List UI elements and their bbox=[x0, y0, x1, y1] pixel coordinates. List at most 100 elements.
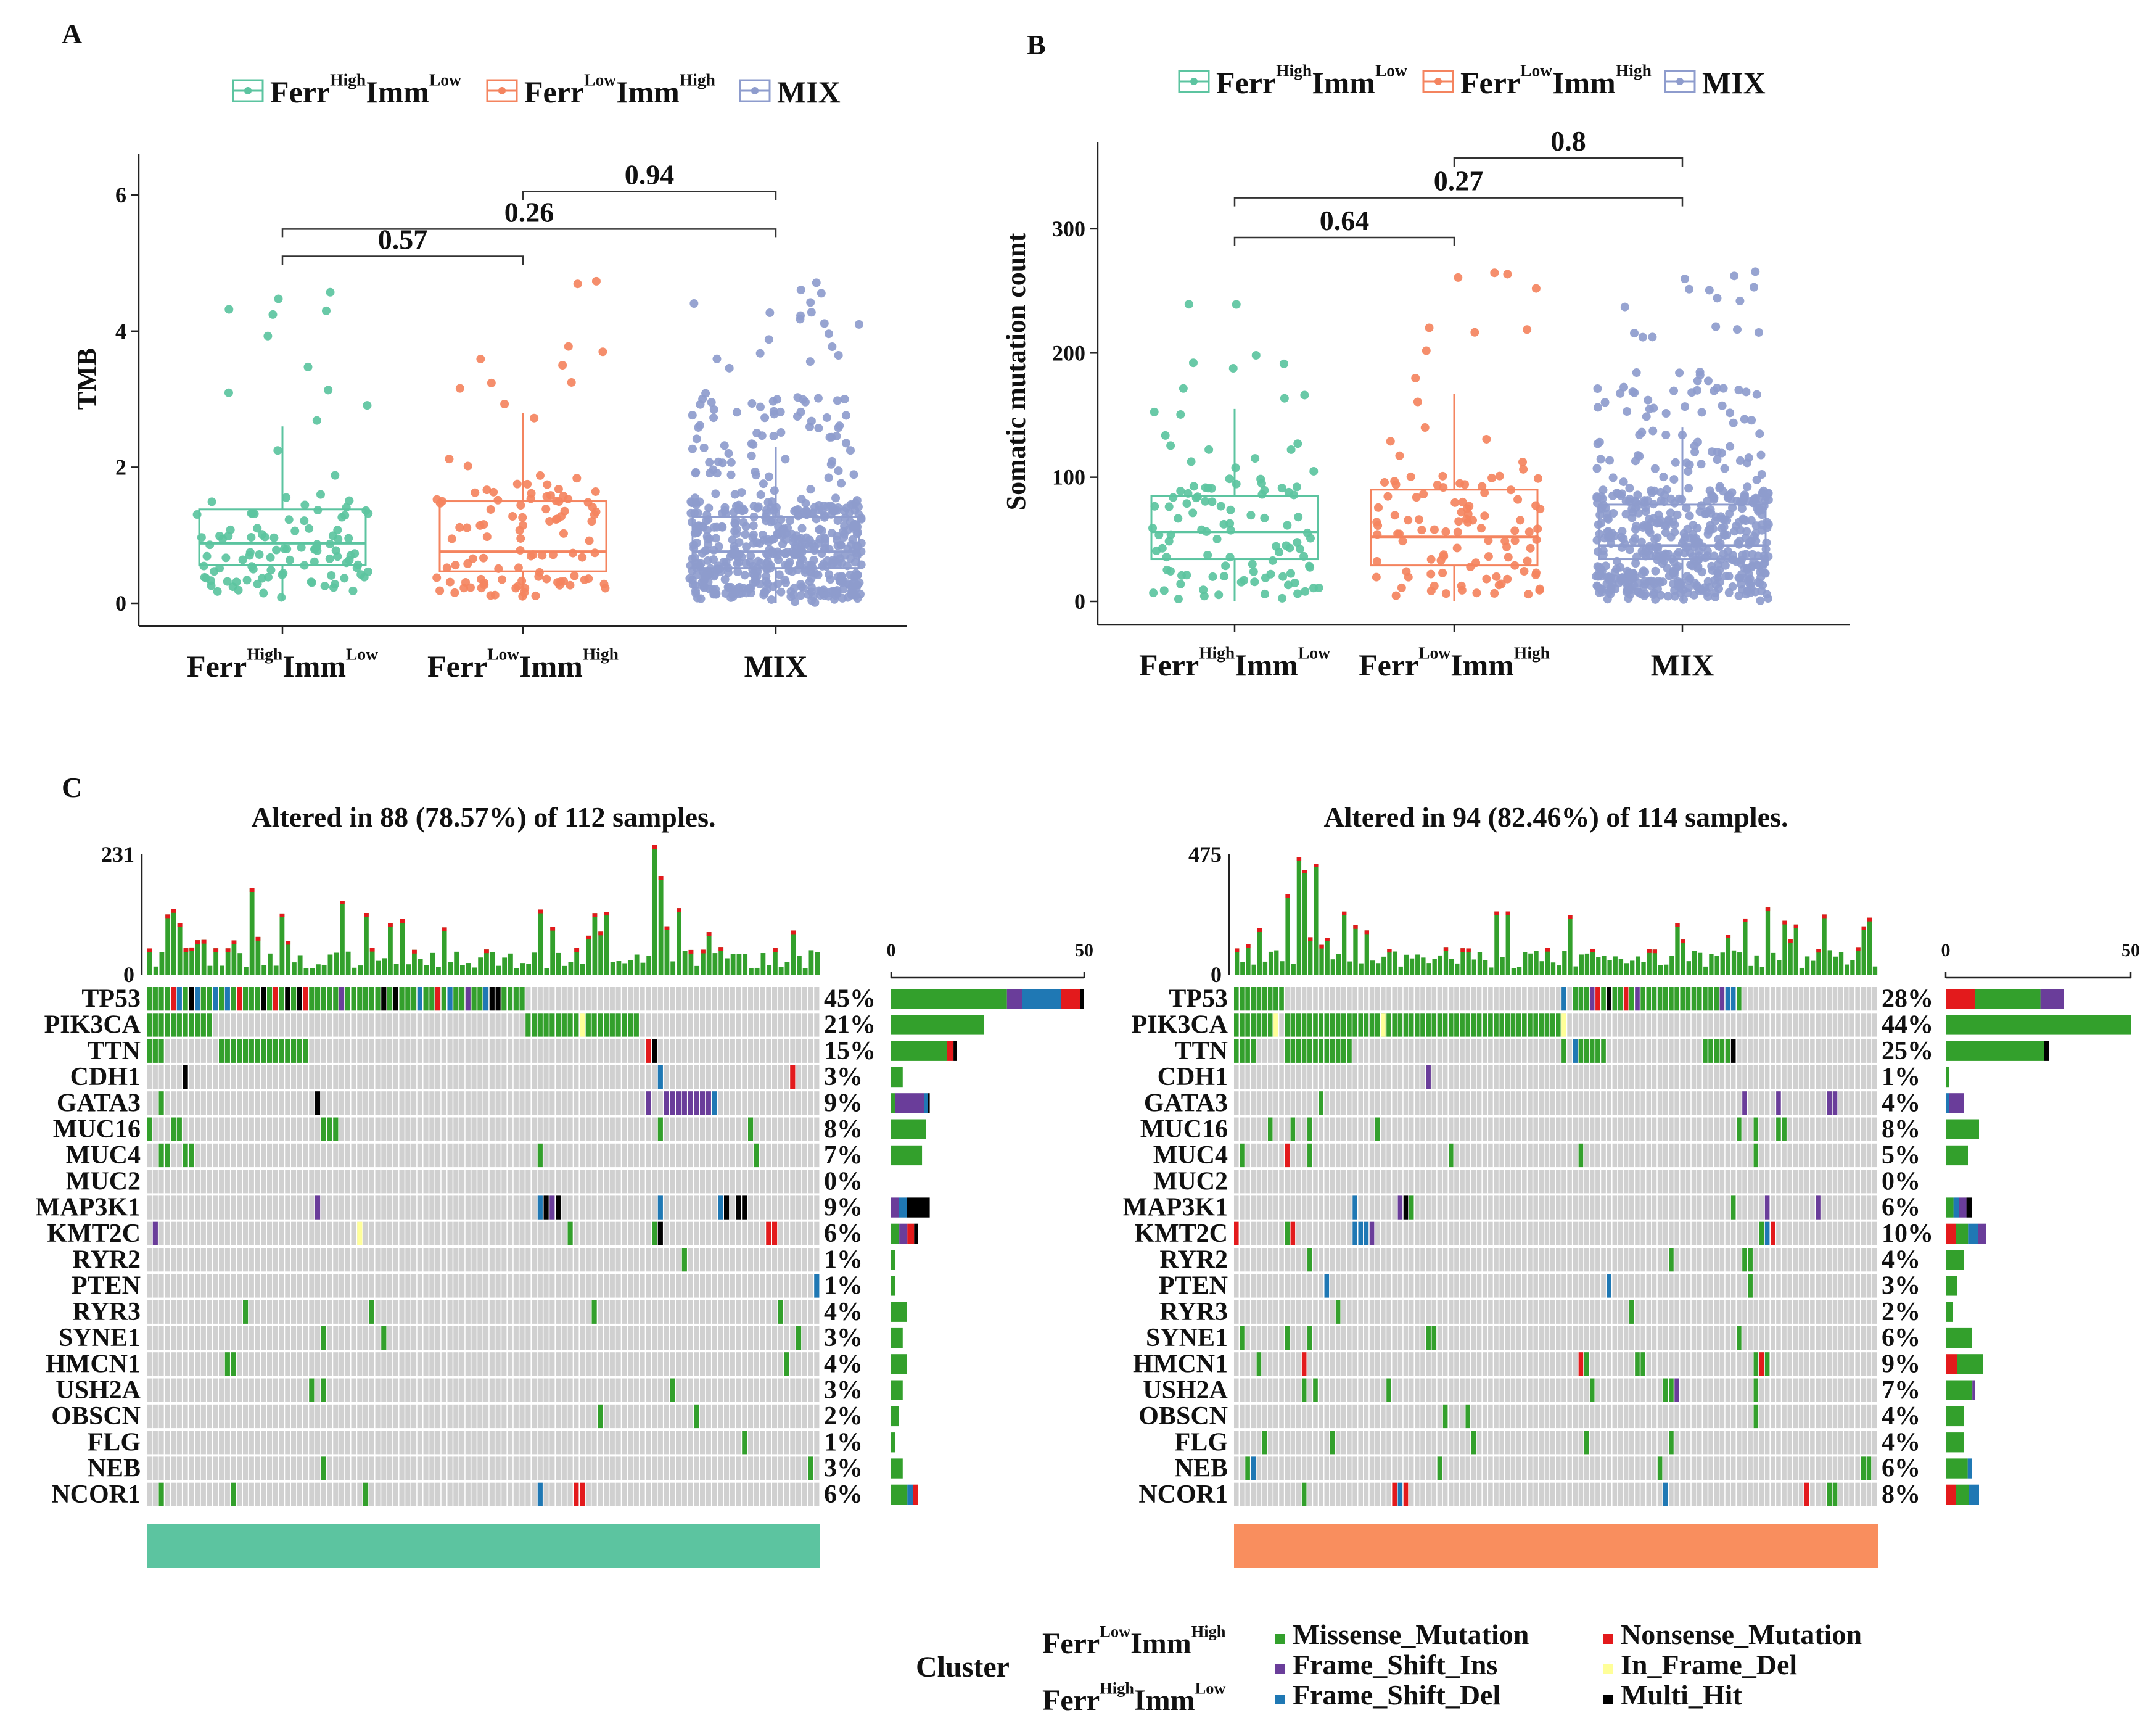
cell bbox=[585, 1378, 591, 1402]
cell bbox=[285, 1431, 290, 1455]
cell bbox=[574, 1170, 579, 1194]
tmb-bar-cap bbox=[177, 923, 183, 927]
data-point bbox=[1722, 531, 1732, 540]
cell bbox=[171, 1221, 176, 1245]
cell bbox=[363, 1117, 369, 1141]
cell bbox=[357, 1117, 363, 1141]
data-point bbox=[1762, 538, 1771, 547]
data-point bbox=[316, 490, 325, 499]
tmb-bar bbox=[490, 952, 495, 975]
cell bbox=[303, 1013, 308, 1037]
cell bbox=[736, 987, 741, 1011]
cell bbox=[171, 1248, 176, 1272]
tmb-bar bbox=[334, 952, 339, 975]
cell bbox=[628, 1065, 633, 1089]
cell bbox=[423, 1431, 429, 1455]
cell bbox=[1471, 987, 1476, 1011]
cell bbox=[694, 1221, 699, 1245]
cell bbox=[537, 1117, 543, 1141]
data-point bbox=[511, 584, 520, 593]
y-axis-label: Somatic mutation count bbox=[1001, 233, 1031, 510]
label-sup: High bbox=[680, 70, 715, 89]
data-point bbox=[708, 585, 717, 594]
mutation-cell bbox=[543, 1013, 549, 1037]
data-point bbox=[573, 279, 582, 289]
data-point bbox=[831, 493, 841, 503]
cell bbox=[1352, 987, 1357, 1011]
cell bbox=[399, 1091, 405, 1115]
data-point bbox=[1598, 485, 1608, 495]
cell bbox=[351, 1195, 356, 1220]
cell bbox=[640, 1170, 645, 1194]
cell bbox=[165, 1039, 170, 1063]
cell bbox=[267, 1326, 273, 1350]
tmb-bar bbox=[165, 914, 171, 975]
mutation-cell bbox=[1499, 1013, 1504, 1037]
cell bbox=[339, 1431, 345, 1455]
y-tick-label: 300 bbox=[1052, 217, 1085, 241]
data-point bbox=[1250, 577, 1259, 587]
cell bbox=[393, 1482, 398, 1506]
cell bbox=[411, 1431, 417, 1455]
data-point bbox=[1720, 464, 1729, 473]
cell bbox=[339, 1091, 345, 1115]
cell bbox=[525, 1221, 531, 1245]
cell bbox=[561, 1170, 567, 1194]
cell bbox=[405, 1195, 411, 1220]
data-point bbox=[749, 513, 759, 522]
cell bbox=[604, 1404, 609, 1429]
data-point bbox=[1603, 595, 1612, 604]
data-point bbox=[1309, 466, 1319, 476]
gene-percent: 7% bbox=[824, 1141, 863, 1170]
cell bbox=[471, 1300, 477, 1324]
cell bbox=[640, 1456, 645, 1480]
data-point bbox=[1176, 410, 1185, 419]
cell bbox=[604, 1221, 609, 1245]
cell bbox=[556, 1456, 561, 1480]
tmb-bar-cap bbox=[1765, 907, 1771, 912]
data-point bbox=[805, 357, 815, 366]
tmb-bar bbox=[1590, 948, 1595, 975]
gene-freq-bar bbox=[899, 1197, 907, 1218]
cell bbox=[1674, 1039, 1679, 1063]
cell bbox=[417, 1039, 422, 1063]
cell bbox=[1437, 987, 1442, 1011]
cell bbox=[556, 1431, 561, 1455]
cell bbox=[1539, 1039, 1544, 1063]
cell bbox=[556, 1170, 561, 1194]
cell bbox=[814, 1300, 820, 1324]
cell bbox=[423, 1091, 429, 1115]
data-point bbox=[515, 526, 524, 535]
data-point bbox=[1225, 474, 1234, 484]
tmb-bar bbox=[1432, 959, 1437, 975]
cell bbox=[622, 1326, 627, 1350]
cell bbox=[1623, 1039, 1629, 1063]
tmb-bar bbox=[1686, 961, 1691, 975]
cell bbox=[200, 1404, 206, 1429]
cell bbox=[345, 1300, 350, 1324]
cell bbox=[399, 1248, 405, 1272]
data-point bbox=[1296, 545, 1305, 554]
mutation-cell bbox=[207, 987, 212, 1011]
tmb-bar bbox=[1799, 967, 1804, 975]
cell bbox=[495, 1326, 501, 1350]
data-point bbox=[1282, 541, 1291, 550]
cell bbox=[615, 1170, 621, 1194]
tmb-bar bbox=[718, 947, 724, 975]
cell bbox=[591, 1248, 597, 1272]
data-point bbox=[1648, 332, 1657, 342]
cell bbox=[483, 1482, 489, 1506]
cell bbox=[321, 1143, 326, 1168]
tmb-bar bbox=[1861, 926, 1866, 975]
cell bbox=[802, 1091, 807, 1115]
cell bbox=[345, 1039, 350, 1063]
data-point bbox=[686, 508, 696, 518]
data-point bbox=[361, 506, 371, 515]
cell bbox=[471, 1065, 477, 1089]
cell bbox=[477, 1195, 483, 1220]
cell bbox=[772, 1378, 778, 1402]
data-point bbox=[1523, 325, 1532, 334]
cell bbox=[387, 1378, 393, 1402]
cell bbox=[567, 1352, 573, 1376]
cell bbox=[778, 1482, 783, 1506]
